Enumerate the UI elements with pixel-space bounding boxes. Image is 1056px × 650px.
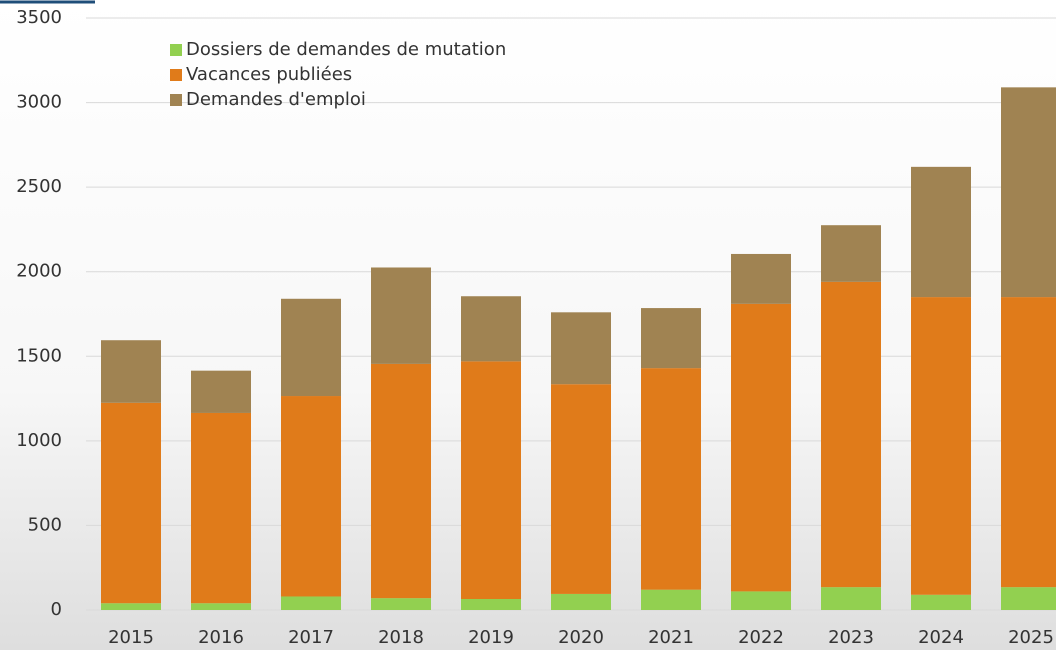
bar-segment [101,403,161,603]
y-tick-label: 1000 [16,430,62,451]
x-tick-label: 2019 [468,627,514,648]
legend-swatch [170,44,182,56]
x-tick-label: 2021 [648,627,694,648]
x-tick-label: 2022 [738,627,784,648]
x-tick-label: 2017 [288,627,334,648]
bar-segment [1001,87,1056,297]
legend-label: Demandes d'emploi [186,89,366,110]
bar-segment [641,368,701,590]
page: 0 500 1000 1500 2000 2500 3000 3500 2015 2016 2017… [0,0,1056,650]
bar-segment [191,371,251,413]
bar-segment [461,599,521,610]
y-tick-label: 3500 [16,7,62,28]
x-tick-label: 2020 [558,627,604,648]
bar-segment [821,282,881,587]
bar-segment [191,413,251,603]
bar-segment [551,312,611,384]
bar-segment [1001,297,1056,587]
y-tick-label: 2000 [16,261,62,282]
bar-segment [731,254,791,304]
x-tick-label: 2016 [198,627,244,648]
bar-segment [551,384,611,594]
bar-segment [281,596,341,610]
bar-segment [461,361,521,599]
chart: 0 500 1000 1500 2000 2500 3000 3500 2015 2016 2017… [0,0,1056,650]
bar-segment [281,396,341,596]
bar-segment [731,304,791,592]
legend-label: Vacances publiées [186,64,352,85]
bar-segment [641,590,701,610]
legend-swatch [170,94,182,106]
y-tick-label: 0 [51,599,62,620]
bar-segment [371,598,431,610]
y-tick-label: 1500 [16,345,62,366]
x-tick-label: 2023 [828,627,874,648]
bar-segment [371,267,431,363]
bar-segment [731,591,791,610]
bar-segment [641,308,701,368]
bar-segment [371,364,431,598]
x-tick-label: 2025 [1008,627,1054,648]
bar-segment [281,299,341,396]
bar-segment [911,167,971,297]
y-tick-label: 2500 [16,176,62,197]
x-tick-label: 2024 [918,627,964,648]
x-tick-label: 2018 [378,627,424,648]
bar-segment [1001,587,1056,610]
bar-segment [191,603,251,610]
bar-segment [461,296,521,361]
bar-segment [821,225,881,282]
legend-swatch [170,69,182,81]
bar-segment [101,603,161,610]
bar-segment [911,297,971,595]
bar-segment [101,340,161,403]
x-tick-label: 2015 [108,627,154,648]
y-tick-label: 500 [28,514,62,535]
bar-segment [551,594,611,610]
legend-label: Dossiers de demandes de mutation [186,39,506,60]
bar-segment [821,587,881,610]
bar-segment [911,595,971,610]
y-tick-label: 3000 [16,92,62,113]
